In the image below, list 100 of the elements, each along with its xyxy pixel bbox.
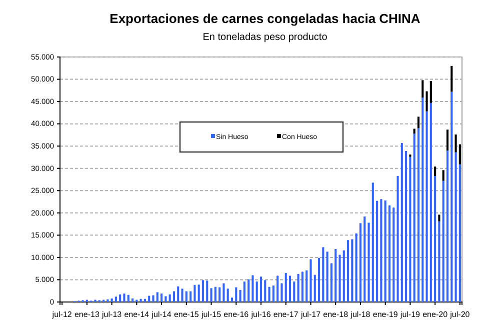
x-tick-label: jul-14: [150, 310, 172, 319]
x-tick-label: jul-13: [101, 310, 122, 319]
bar: [438, 214, 440, 222]
x-tick-label: ene-15: [174, 310, 200, 319]
bar: [422, 80, 424, 98]
bar: [114, 296, 117, 302]
bar: [198, 284, 200, 302]
bar: [306, 270, 308, 302]
bar: [330, 263, 332, 302]
x-tick-label: jul-15: [200, 310, 222, 319]
bar: [342, 250, 345, 302]
x-tick-label: ene-18: [323, 310, 349, 319]
bar: [202, 280, 204, 302]
chart-subtitle: En toneladas peso producto: [202, 32, 328, 43]
bar: [442, 170, 444, 181]
bar: [140, 298, 142, 302]
bar: [252, 275, 254, 302]
bar: [318, 258, 320, 302]
x-tick-label: jul-17: [300, 310, 322, 319]
bar: [110, 298, 113, 302]
bar: [446, 150, 449, 302]
bar: [177, 286, 180, 302]
bar: [446, 130, 449, 151]
bar: [380, 199, 382, 302]
bar: [458, 144, 461, 164]
bar: [310, 259, 312, 302]
bar: [185, 291, 188, 302]
bar: [206, 280, 208, 302]
bar: [450, 66, 453, 92]
bar: [388, 205, 391, 302]
bar: [376, 200, 378, 302]
bar: [260, 276, 262, 302]
bar: [288, 276, 292, 302]
bar: [156, 292, 158, 302]
bar: [442, 180, 444, 302]
bar: [293, 282, 296, 302]
bar: [222, 283, 225, 302]
bar: [326, 252, 328, 302]
bar: [405, 150, 408, 302]
x-tick-label: ene-20: [422, 310, 448, 319]
bar: [172, 291, 176, 302]
bar: [272, 286, 274, 302]
bar: [364, 216, 366, 302]
bar: [256, 282, 258, 302]
bar: [426, 111, 428, 302]
bar: [131, 298, 134, 302]
bar: [119, 294, 122, 302]
chart-title: Exportaciones de carnes congeladas hacia CHINA: [110, 11, 421, 26]
bar: [214, 286, 216, 302]
bar: [314, 274, 316, 302]
bar: [454, 134, 457, 152]
bar: [458, 164, 461, 302]
bar: [417, 116, 420, 128]
bar: [210, 288, 212, 302]
bar: [413, 128, 416, 134]
bar: [359, 223, 362, 302]
bar: [396, 176, 399, 302]
x-tick-label: jul-19: [399, 310, 421, 319]
bar: [243, 282, 246, 302]
x-tick-label: ene-14: [124, 310, 150, 319]
bar: [123, 294, 126, 302]
bar: [322, 247, 324, 302]
bar: [268, 286, 270, 302]
bar: [226, 288, 229, 302]
bar: [239, 290, 242, 302]
bar: [434, 166, 436, 176]
bar: [450, 92, 453, 302]
bar: [346, 240, 350, 302]
x-tick-label: ene-17: [273, 310, 299, 319]
bar: [430, 81, 432, 103]
bar: [351, 239, 354, 302]
x-tick-label: jul-12: [51, 310, 72, 319]
x-tick-label: jul-20: [449, 310, 470, 319]
bar: [426, 91, 428, 112]
bar: [430, 102, 432, 302]
bar: [248, 279, 250, 302]
bar: [334, 248, 337, 302]
bar: [372, 182, 374, 302]
bar: [218, 287, 221, 302]
bar: [417, 128, 420, 302]
bar: [392, 208, 395, 302]
bar: [194, 285, 196, 302]
bar: [338, 254, 341, 302]
bar: [454, 152, 457, 302]
bar: [264, 280, 266, 302]
bar: [301, 272, 304, 302]
bar: [190, 291, 192, 302]
x-tick-label: jul-16: [250, 310, 272, 319]
bar: [280, 283, 283, 302]
bar: [106, 299, 109, 302]
bar: [434, 176, 436, 302]
bar: [164, 296, 167, 302]
bar: [284, 273, 287, 302]
bar: [127, 294, 130, 302]
x-tick-label: ene-19: [372, 310, 398, 319]
bar: [409, 156, 412, 302]
bar: [168, 294, 171, 302]
x-tick-label: jul-18: [350, 310, 371, 319]
bar: [235, 287, 238, 302]
bar: [422, 98, 424, 302]
